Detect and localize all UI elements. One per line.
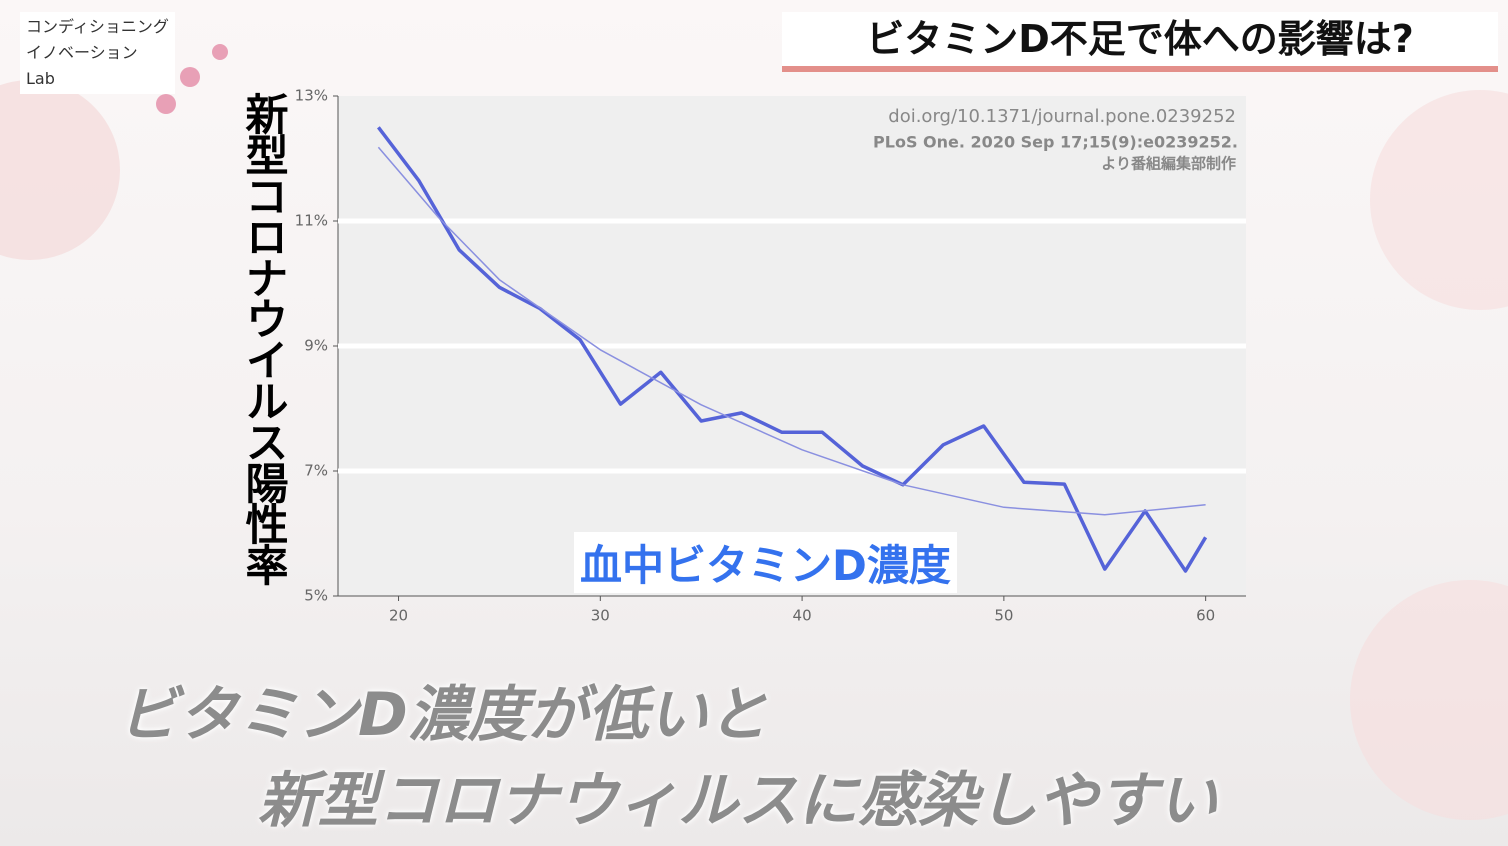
banner-title: ビタミンD不足で体への影響は?: [782, 12, 1498, 72]
data-line: [377, 146, 1206, 516]
x-tick-label: 60: [1196, 607, 1215, 625]
data-line: [377, 126, 1208, 573]
y-axis-label: 新型コロナウイルス陽性率: [238, 92, 288, 584]
logo-line: Lab: [26, 69, 55, 88]
y-tick-label: 13%: [295, 87, 328, 105]
decoration: [180, 67, 200, 87]
x-tick-label: 50: [994, 607, 1013, 625]
x-tick-label: 20: [389, 607, 408, 625]
y-tick-label: 11%: [295, 212, 328, 230]
decoration: [1370, 90, 1508, 310]
decoration: [0, 80, 120, 260]
logo-line: コンディショニング: [26, 17, 169, 36]
x-tick-label: 40: [793, 607, 812, 625]
decoration: [212, 44, 228, 60]
annotation: doi.org/10.1371/journal.pone.0239252: [888, 106, 1236, 127]
annotation: PLoS One. 2020 Sep 17;15(9):e0239252.: [873, 133, 1238, 152]
x-tick-label: 30: [591, 607, 610, 625]
annotation: より番組編集部制作: [1101, 155, 1236, 173]
caption-line: ビタミンD濃度が低いと: [118, 680, 768, 750]
y-tick-label: 7%: [304, 462, 328, 480]
y-tick-label: 9%: [304, 337, 328, 355]
logo-line: イノベーション: [26, 43, 138, 62]
decoration: [1350, 580, 1508, 820]
y-tick-label: 5%: [304, 587, 328, 605]
logo: コンディショニング イノベーション Lab: [20, 12, 175, 94]
caption-line: 新型コロナウィルスに感染しやすい: [258, 766, 1218, 836]
x-axis-label: 血中ビタミンD濃度: [574, 532, 957, 593]
decoration: [156, 94, 176, 114]
